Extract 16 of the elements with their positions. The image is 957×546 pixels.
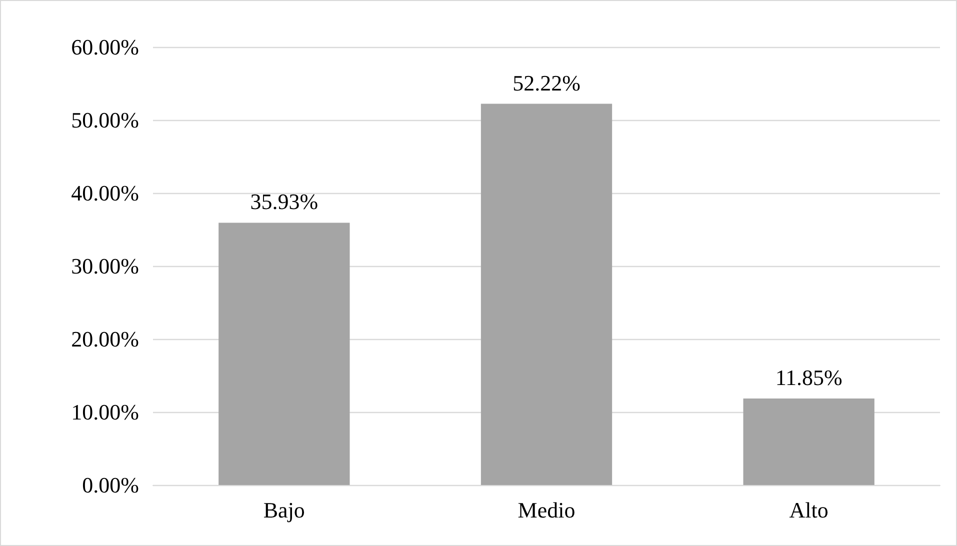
y-tick-label: 50.00% xyxy=(71,108,139,132)
y-tick-label: 20.00% xyxy=(71,326,139,352)
x-tick-label: Bajo xyxy=(263,498,305,522)
data-label: 11.85% xyxy=(775,364,842,390)
bar xyxy=(743,398,874,485)
x-tick-label: Medio xyxy=(518,498,576,522)
y-tick-label: 40.00% xyxy=(71,180,139,206)
y-tick-label: 10.00% xyxy=(71,400,139,424)
bar xyxy=(218,222,350,485)
x-tick-label: Alto xyxy=(789,498,828,522)
y-tick-label: 30.00% xyxy=(71,254,139,278)
data-label: 52.22% xyxy=(512,70,580,96)
bar xyxy=(480,104,612,485)
data-label: 35.93% xyxy=(250,189,318,214)
y-tick-label: 0.00% xyxy=(82,472,139,498)
y-tick-label: 60.00% xyxy=(71,34,139,60)
